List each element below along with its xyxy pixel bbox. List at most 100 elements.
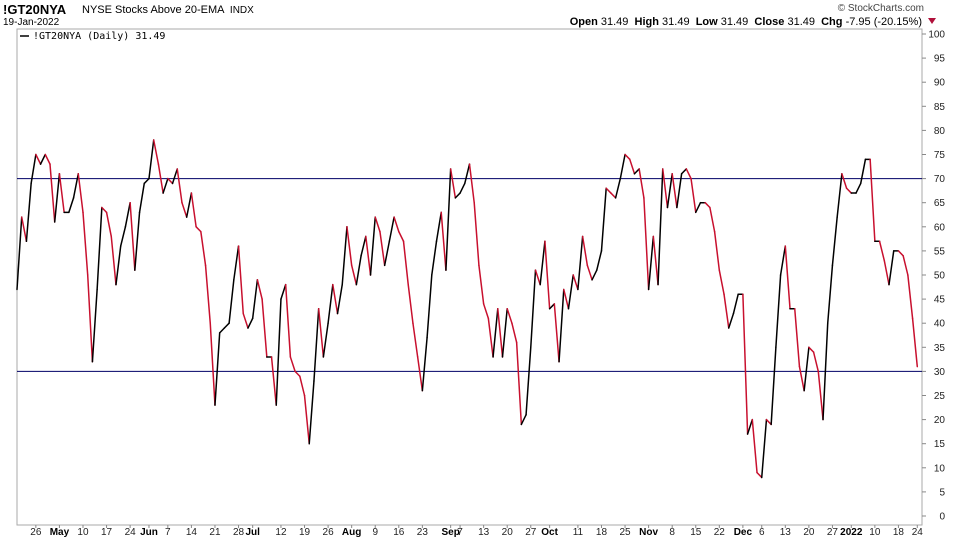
series-segment [440, 211, 447, 271]
series-segment [379, 230, 386, 267]
series-segment [610, 192, 617, 199]
series-segment [214, 332, 221, 406]
x-tick-label: 24 [125, 527, 137, 538]
x-tick-label: May [50, 527, 70, 538]
series-segment [275, 298, 282, 406]
series-segment [548, 303, 556, 310]
y-tick-label: 85 [934, 102, 946, 113]
series-segment [883, 259, 890, 286]
series-segment [756, 471, 763, 479]
series-segment [261, 298, 268, 358]
series-segment [822, 322, 829, 421]
series-segment [638, 168, 645, 199]
series-segment [506, 307, 513, 324]
series-segment [902, 254, 909, 276]
legend: !GT20NYA (Daily) 31.49 [20, 31, 165, 42]
series-segment [360, 235, 367, 257]
series-segment [812, 351, 820, 373]
series-segment [346, 226, 353, 267]
series-segment [695, 201, 702, 214]
series-segment [577, 235, 584, 291]
series-segment [784, 245, 791, 310]
instrument-description: NYSE Stocks Above 20-EMA [82, 4, 224, 16]
series-segment [82, 211, 89, 276]
series-segment [534, 269, 541, 286]
series-segment [256, 279, 263, 300]
series-segment [209, 322, 216, 406]
series-segment [233, 245, 240, 281]
series-segment [228, 279, 235, 324]
series-segment [44, 153, 51, 165]
series-segment [195, 226, 202, 233]
series-segment [308, 380, 315, 445]
series-segment [596, 250, 603, 271]
series-segment [454, 192, 461, 199]
open-label: Open [569, 16, 598, 28]
series-segment [68, 197, 75, 214]
series-segment [826, 264, 834, 324]
series-segment [464, 163, 471, 185]
series-segment [497, 307, 504, 358]
series-segment [855, 182, 862, 194]
y-tick-label: 35 [934, 343, 946, 354]
series-segment [445, 168, 452, 271]
series-segment [336, 283, 343, 315]
series-segment [633, 168, 640, 175]
series-segment [20, 216, 28, 243]
series-segment [138, 182, 146, 214]
x-tick-label: 14 [186, 527, 198, 538]
series-segment [58, 173, 65, 214]
series-segment [793, 307, 801, 368]
series-segment [152, 139, 160, 165]
series-segment [501, 307, 508, 358]
chg-down-arrow-icon [928, 18, 936, 24]
series-segment [746, 418, 754, 435]
series-segment [223, 322, 230, 329]
series-segment [487, 317, 494, 358]
series-segment [666, 173, 673, 209]
x-tick-label: 27 [525, 527, 537, 538]
series-segment [907, 274, 914, 320]
series-segment [115, 245, 122, 286]
x-tick-label: 16 [393, 527, 405, 538]
x-tick-label: 28 [233, 527, 245, 538]
x-tick-label: 13 [780, 527, 792, 538]
x-tick-label: 6 [759, 527, 765, 538]
series-segment [237, 245, 244, 315]
symbol-title: !GT20NYA [3, 2, 67, 17]
series-segment [727, 312, 735, 329]
brand-watermark: © StockCharts.com [837, 3, 924, 14]
series-segment [765, 418, 772, 426]
series-segment [520, 414, 527, 426]
series-segment [294, 370, 301, 377]
series-segment [751, 418, 758, 474]
chg-value: -7.95 (-20.15%) [845, 16, 922, 28]
series-segment [327, 283, 334, 324]
series-segment [303, 394, 310, 445]
series-segment [775, 274, 782, 349]
series-segment [713, 230, 721, 271]
legend-label: !GT20NYA (Daily) 31.49 [33, 31, 165, 42]
x-tick-label: Oct [541, 527, 558, 538]
series-segment [388, 216, 395, 243]
series-segment [511, 322, 518, 344]
series-segment [709, 206, 716, 233]
series-segment [185, 192, 193, 218]
series-segment [836, 173, 843, 218]
series-segment [652, 235, 659, 286]
series-segment [779, 245, 787, 276]
series-segment [817, 370, 824, 421]
close-label: Close [754, 16, 785, 28]
x-tick-label: 10 [77, 527, 89, 538]
series-segment [539, 240, 546, 286]
series-segment [478, 264, 485, 305]
x-tick-label: 9 [372, 527, 378, 538]
series-segment [426, 274, 433, 339]
low-value: 31.49 [720, 16, 749, 28]
x-tick-label: 27 [827, 527, 839, 538]
series-segment [586, 264, 593, 281]
reference-lines [17, 178, 922, 372]
series-segment [72, 173, 80, 199]
series-segment [459, 182, 466, 194]
